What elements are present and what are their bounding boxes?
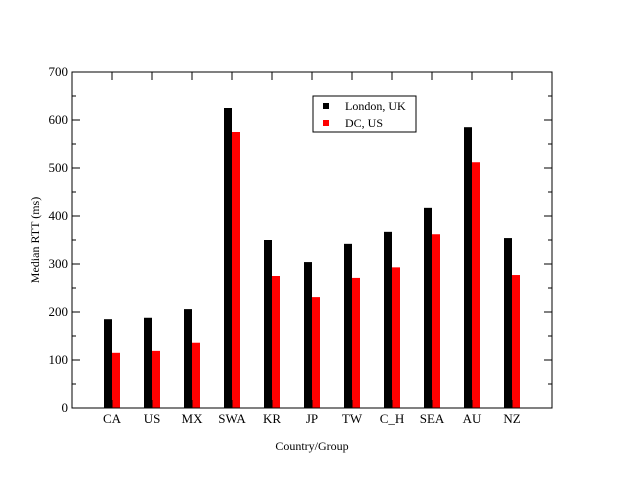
y-tick-label: 0 bbox=[62, 400, 69, 415]
legend: London, UK DC, US bbox=[312, 95, 417, 133]
x-tick-label: SWA bbox=[218, 411, 246, 426]
bar-london-uk-us bbox=[144, 317, 152, 408]
bar-dc-us-c-h bbox=[392, 267, 400, 408]
bar-dc-us-nz bbox=[512, 275, 520, 408]
y-tick-label: 400 bbox=[49, 208, 69, 223]
bar-london-uk-ca bbox=[104, 319, 112, 408]
y-tick-label: 500 bbox=[49, 160, 69, 175]
x-tick-label: JP bbox=[306, 411, 318, 426]
y-axis-title: Median RTT (ms) bbox=[28, 197, 42, 283]
x-tick-label: TW bbox=[342, 411, 363, 426]
x-tick-label: SEA bbox=[420, 411, 445, 426]
bar-dc-us-sea bbox=[432, 234, 440, 408]
bar-london-uk-swa bbox=[224, 108, 232, 408]
bar-dc-us-au bbox=[472, 162, 480, 408]
bar-london-uk-c-h bbox=[384, 231, 392, 408]
axes-group: 0 100 200 300 400 500 600 700 CA US MX SWA KR JP TW C_H… bbox=[49, 64, 553, 426]
bar-london-uk-mx bbox=[184, 309, 192, 408]
bar-london-uk-kr bbox=[264, 240, 272, 408]
bar-dc-us-us bbox=[152, 350, 160, 408]
bar-london-uk-tw bbox=[344, 243, 352, 408]
y-tick-label: 100 bbox=[49, 352, 69, 367]
bars-group bbox=[104, 108, 520, 408]
x-axis-title: Country/Group bbox=[275, 439, 348, 453]
x-tick-label: C_H bbox=[380, 411, 405, 426]
y-tick-label: 600 bbox=[49, 112, 69, 127]
bar-dc-us-tw bbox=[352, 277, 360, 408]
y-tick-label: 700 bbox=[49, 64, 69, 79]
x-tick-label: MX bbox=[182, 411, 204, 426]
legend-swatch bbox=[323, 103, 329, 109]
bar-london-uk-au bbox=[464, 127, 472, 408]
x-tick-label: US bbox=[144, 411, 161, 426]
x-tick-label: NZ bbox=[503, 411, 520, 426]
bar-london-uk-sea bbox=[424, 207, 432, 408]
x-tick-label: CA bbox=[103, 411, 122, 426]
bar-dc-us-kr bbox=[272, 276, 280, 408]
legend-swatch bbox=[323, 120, 329, 126]
x-tick-label: AU bbox=[463, 411, 482, 426]
y-tick-label: 200 bbox=[49, 304, 69, 319]
legend-label: London, UK bbox=[345, 99, 406, 113]
x-tick-label: KR bbox=[263, 411, 281, 426]
bar-london-uk-jp bbox=[304, 262, 312, 408]
bar-dc-us-ca bbox=[112, 352, 120, 408]
bar-dc-us-mx bbox=[192, 342, 200, 408]
bar-dc-us-swa bbox=[232, 132, 240, 408]
bar-dc-us-jp bbox=[312, 297, 320, 408]
legend-label: DC, US bbox=[345, 116, 383, 130]
legend-box bbox=[312, 95, 417, 133]
bar-london-uk-nz bbox=[504, 238, 512, 408]
y-tick-label: 300 bbox=[49, 256, 69, 271]
